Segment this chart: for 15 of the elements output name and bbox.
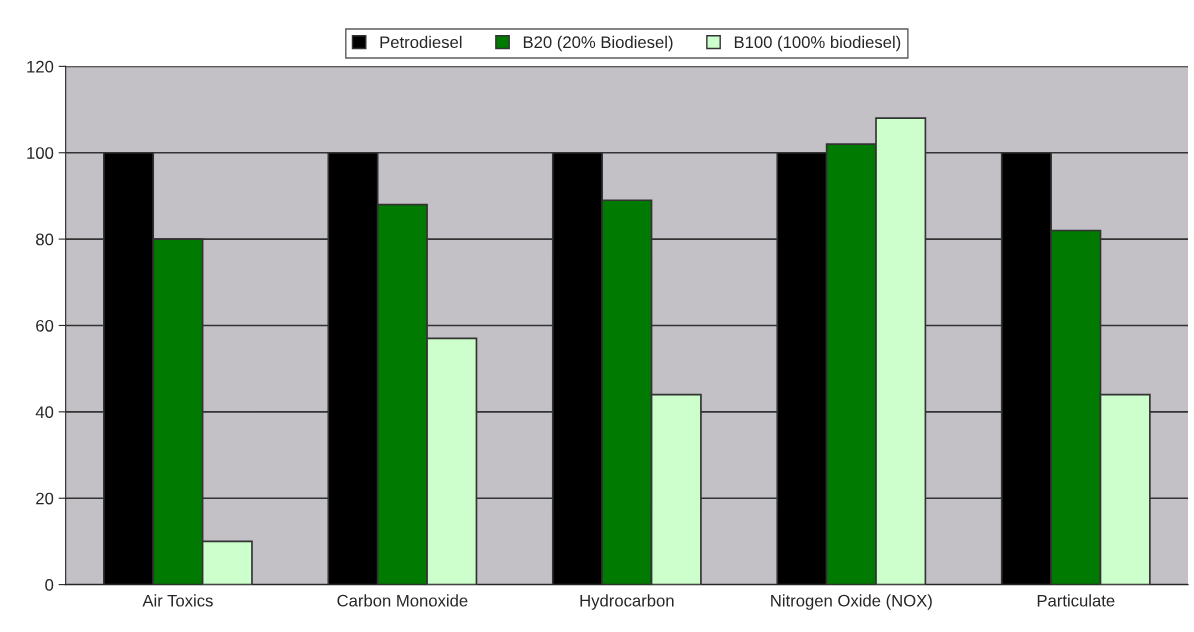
- legend-label: Petrodiesel: [380, 35, 462, 49]
- x-tick-label: Particulate: [1037, 594, 1115, 607]
- y-tick-label: 0: [45, 579, 54, 591]
- y-tick-label: 100: [27, 147, 54, 159]
- legend-label: B100 (100% biodiesel): [734, 35, 901, 52]
- x-tick-label: Air Toxics: [142, 594, 213, 607]
- x-tick-label: Nitrogen Oxide (NOX): [771, 594, 932, 610]
- x-tick-label: Carbon Monoxide: [337, 594, 468, 607]
- y-tick-label: 60: [36, 319, 54, 332]
- y-tick-label: 20: [36, 492, 54, 505]
- y-tick-label: 80: [36, 233, 54, 246]
- x-tick-label: Hydrocarbon: [580, 594, 674, 610]
- legend-label: B20 (20% Biodiesel): [523, 35, 673, 52]
- y-tick-label: 40: [35, 406, 54, 419]
- y-tick-label: 120: [27, 60, 54, 73]
